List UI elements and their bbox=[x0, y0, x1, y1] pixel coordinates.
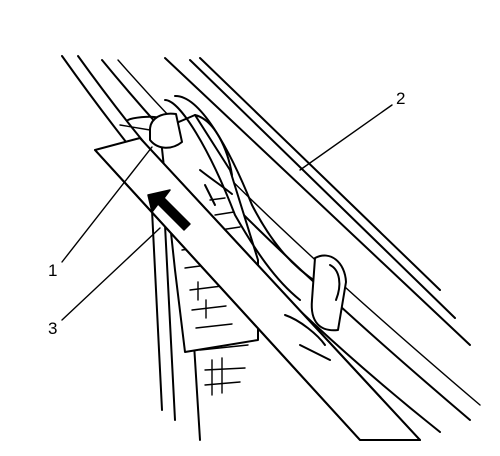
callout-3: 3 bbox=[48, 319, 57, 338]
callout-2: 2 bbox=[396, 89, 405, 108]
outer-frame bbox=[61, 55, 481, 441]
cowl-rail bbox=[164, 57, 471, 346]
callout-1: 1 bbox=[48, 261, 57, 280]
wiper-arm bbox=[94, 137, 421, 441]
arm-hook bbox=[284, 254, 347, 361]
direction-arrow-icon bbox=[147, 189, 191, 231]
retaining-clip bbox=[149, 112, 233, 206]
leader-lines bbox=[61, 104, 393, 321]
